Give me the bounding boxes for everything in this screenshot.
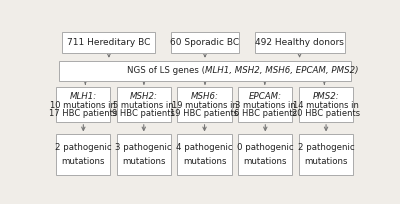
FancyBboxPatch shape [299,134,353,175]
FancyBboxPatch shape [178,87,232,122]
FancyBboxPatch shape [56,87,110,122]
FancyBboxPatch shape [62,32,155,53]
Text: mutations: mutations [304,157,348,166]
Text: 19 HBC patients: 19 HBC patients [170,109,238,118]
Text: MSH6:: MSH6: [190,92,218,101]
FancyBboxPatch shape [56,134,110,175]
Text: 19 mutations in: 19 mutations in [172,101,238,110]
Text: 4 pathogenic: 4 pathogenic [176,143,233,152]
Text: 711 Hereditary BC: 711 Hereditary BC [67,38,150,47]
Text: 3 mutations in: 3 mutations in [235,101,296,110]
FancyBboxPatch shape [117,87,171,122]
Text: 14 mutations in: 14 mutations in [293,101,359,110]
Text: mutations: mutations [122,157,166,166]
Text: 0 pathogenic: 0 pathogenic [237,143,294,152]
Text: mutations: mutations [244,157,287,166]
Text: 9 HBC patients: 9 HBC patients [112,109,175,118]
FancyBboxPatch shape [117,134,171,175]
Text: 3 pathogenic: 3 pathogenic [116,143,172,152]
Text: PMS2:: PMS2: [313,92,339,101]
Text: MLH1, MSH2, MSH6, EPCAM, PMS2): MLH1, MSH2, MSH6, EPCAM, PMS2) [205,66,358,75]
Text: mutations: mutations [62,157,105,166]
Text: mutations: mutations [183,157,226,166]
Text: 492 Healthy donors: 492 Healthy donors [255,38,344,47]
Text: MSH2:: MSH2: [130,92,158,101]
FancyBboxPatch shape [255,32,344,53]
Text: 2 pathogenic: 2 pathogenic [298,143,354,152]
FancyBboxPatch shape [299,87,353,122]
FancyBboxPatch shape [238,134,292,175]
Text: 2 pathogenic: 2 pathogenic [55,143,112,152]
Text: 10 mutations in: 10 mutations in [50,101,116,110]
Text: NGS of LS genes (: NGS of LS genes ( [127,66,205,75]
Text: EPCAM:: EPCAM: [249,92,282,101]
Text: 20 HBC patients: 20 HBC patients [292,109,360,118]
Text: 5 mutations in: 5 mutations in [114,101,174,110]
Text: MLH1:: MLH1: [70,92,97,101]
Text: 6 HBC patients: 6 HBC patients [234,109,297,118]
FancyBboxPatch shape [171,32,239,53]
FancyBboxPatch shape [59,61,351,81]
FancyBboxPatch shape [238,87,292,122]
Text: 17 HBC patients: 17 HBC patients [49,109,118,118]
Text: 60 Sporadic BC: 60 Sporadic BC [170,38,240,47]
FancyBboxPatch shape [178,134,232,175]
